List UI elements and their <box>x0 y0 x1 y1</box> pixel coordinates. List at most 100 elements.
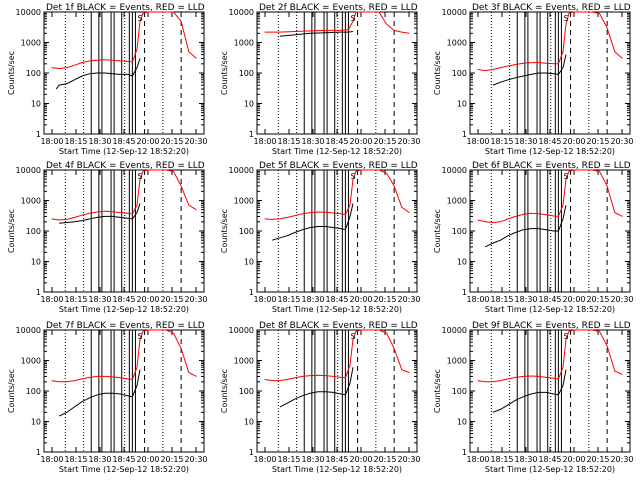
y-tick-label: 10000 <box>16 326 41 335</box>
series-lld-line <box>264 329 410 382</box>
x-tick-label: 20:00 <box>562 295 585 304</box>
x-tick-label: 18:45 <box>538 295 561 304</box>
x-tick-label: 18:30 <box>514 455 537 464</box>
marker-label: S <box>137 332 142 341</box>
plot-title: Det 8f BLACK = Events, RED = LLD <box>259 321 418 331</box>
y-axis-label: Counts/sec <box>7 369 16 413</box>
y-tick-label: 1000 <box>447 39 467 48</box>
series-events-line <box>484 205 567 248</box>
y-tick-label: 10 <box>31 100 41 109</box>
marker-label: S <box>563 172 568 181</box>
y-tick-label: 1 <box>249 448 254 457</box>
x-tick-label: 20:30 <box>397 137 420 146</box>
x-tick-label: 20:15 <box>373 137 396 146</box>
plot-frame <box>256 329 418 453</box>
x-tick-label: 18:45 <box>325 455 348 464</box>
series-lld-line <box>477 329 623 383</box>
y-tick-label: 10 <box>457 418 467 427</box>
x-tick-label: 18:45 <box>112 137 135 146</box>
x-tick-label: 20:00 <box>349 137 372 146</box>
series-lld-line <box>477 169 623 224</box>
detector-plot-7: Det 7f BLACK = Events, RED = LLD 1 10 100 10… <box>7 321 208 474</box>
y-tick-label: 10000 <box>229 326 254 335</box>
series-events-line <box>58 369 141 417</box>
marker-label: S <box>350 14 355 23</box>
series-events-line <box>272 203 354 241</box>
detector-plot-2: Det 2f BLACK = Events, RED = LLD 1 10 100 10… <box>220 3 421 156</box>
y-tick-label: 100 <box>26 69 41 78</box>
y-tick-label: 1000 <box>21 39 41 48</box>
x-tick-label: 18:30 <box>301 137 324 146</box>
plot-title: Det 3f BLACK = Events, RED = LLD <box>472 3 631 13</box>
x-axis-label: Start Time (12-Sep-12 18:52:20) <box>485 305 615 314</box>
y-tick-label: 10 <box>244 258 254 267</box>
y-tick-label: 1 <box>36 130 41 139</box>
y-tick-label: 10000 <box>229 166 254 175</box>
series-events-line <box>492 369 567 413</box>
x-axis-label: Start Time (12-Sep-12 18:52:20) <box>485 147 615 156</box>
y-axis-label: Counts/sec <box>7 209 16 253</box>
y-tick-label: 100 <box>239 387 254 396</box>
detector-plot-9: Det 9f BLACK = Events, RED = LLD 1 10 100 10… <box>433 321 634 474</box>
x-tick-label: 18:15 <box>64 455 87 464</box>
x-tick-label: 20:15 <box>586 137 609 146</box>
series-events-line <box>279 367 354 408</box>
x-tick-label: 18:30 <box>88 455 111 464</box>
x-tick-label: 20:00 <box>136 295 159 304</box>
x-tick-label: 20:30 <box>610 295 633 304</box>
plot-title: Det 2f BLACK = Events, RED = LLD <box>259 3 418 13</box>
y-tick-label: 100 <box>26 227 41 236</box>
y-tick-label: 10000 <box>16 166 41 175</box>
x-tick-label: 18:00 <box>40 455 63 464</box>
y-axis-label: Counts/sec <box>220 51 229 95</box>
x-tick-label: 18:15 <box>64 137 87 146</box>
plot-frame <box>43 169 205 293</box>
x-tick-label: 18:00 <box>466 455 489 464</box>
x-tick-label: 18:15 <box>277 295 300 304</box>
x-axis-label: Start Time (12-Sep-12 18:52:20) <box>485 465 615 474</box>
y-axis-label: Counts/sec <box>433 51 442 95</box>
y-tick-label: 1 <box>462 288 467 297</box>
x-tick-label: 18:15 <box>277 137 300 146</box>
y-tick-label: 10 <box>244 100 254 109</box>
plot-frame <box>469 329 631 453</box>
plot-frame <box>43 329 205 453</box>
y-tick-label: 10000 <box>442 326 467 335</box>
x-tick-label: 18:45 <box>538 137 561 146</box>
y-tick-label: 1000 <box>447 357 467 366</box>
x-tick-label: 20:15 <box>586 455 609 464</box>
detector-plot-4: Det 4f BLACK = Events, RED = LLD 1 10 100 10… <box>7 161 208 314</box>
plot-frame <box>256 169 418 293</box>
x-tick-label: 20:15 <box>160 137 183 146</box>
y-tick-label: 10 <box>31 418 41 427</box>
series-events-line <box>55 58 141 90</box>
y-axis-label: Counts/sec <box>220 369 229 413</box>
y-tick-label: 100 <box>26 387 41 396</box>
y-tick-label: 100 <box>239 69 254 78</box>
series-lld-line <box>51 329 197 383</box>
y-tick-label: 1000 <box>234 39 254 48</box>
x-tick-label: 18:30 <box>514 137 537 146</box>
y-axis-label: Counts/sec <box>433 369 442 413</box>
y-tick-label: 1 <box>462 130 467 139</box>
y-tick-label: 10000 <box>16 8 41 17</box>
y-tick-label: 1 <box>249 130 254 139</box>
x-tick-label: 18:45 <box>112 295 135 304</box>
x-tick-label: 18:00 <box>253 295 276 304</box>
x-tick-label: 20:00 <box>136 137 159 146</box>
series-lld-line <box>51 11 197 70</box>
y-tick-label: 100 <box>239 227 254 236</box>
x-axis-label: Start Time (12-Sep-12 18:52:20) <box>272 147 402 156</box>
x-tick-label: 20:00 <box>136 455 159 464</box>
x-tick-label: 20:15 <box>373 455 396 464</box>
x-tick-label: 18:45 <box>325 137 348 146</box>
y-tick-label: 1 <box>36 288 41 297</box>
detector-plot-8: Det 8f BLACK = Events, RED = LLD 1 10 100 10… <box>220 321 421 474</box>
x-tick-label: 20:30 <box>184 455 207 464</box>
x-axis-label: Start Time (12-Sep-12 18:52:20) <box>59 147 189 156</box>
x-tick-label: 20:30 <box>610 455 633 464</box>
x-tick-label: 18:45 <box>538 455 561 464</box>
y-tick-label: 1000 <box>447 197 467 206</box>
plot-title: Det 5f BLACK = Events, RED = LLD <box>259 161 418 171</box>
series-lld-line <box>264 11 410 34</box>
